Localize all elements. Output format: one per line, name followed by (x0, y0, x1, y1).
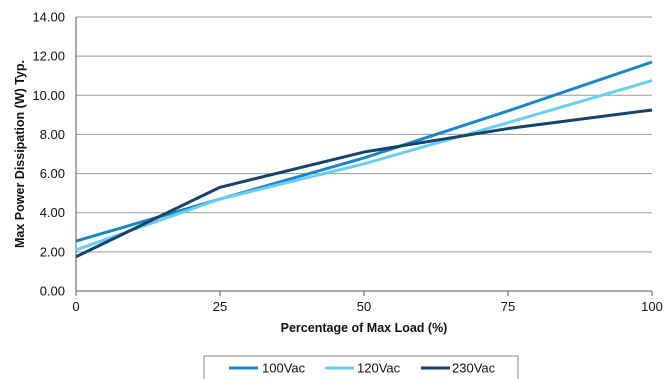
y-tick-label: 0.00 (40, 284, 65, 299)
series-lines (75, 60, 653, 259)
series-line-100vac (75, 60, 653, 243)
y-tick-label: 4.00 (40, 205, 65, 220)
y-tick-label: 6.00 (40, 166, 65, 181)
y-tick-label: 2.00 (40, 244, 65, 259)
y-axis-label: Max Power Dissipation (W) Typ. (13, 60, 27, 248)
x-tick-label: 75 (501, 299, 515, 314)
y-tick-label: 14.00 (32, 10, 65, 25)
legend-box (203, 355, 519, 379)
axes (75, 17, 653, 296)
x-tick-labels: 0 25 50 75 100 (72, 299, 662, 314)
y-tick-label: 10.00 (32, 88, 65, 103)
legend-label-230vac: 230Vac (452, 361, 496, 376)
series-line-120vac (75, 79, 653, 252)
y-tick-labels: 0.00 2.00 4.00 6.00 8.00 10.00 12.00 14.00 (32, 10, 65, 299)
y-tick-label: 8.00 (40, 127, 65, 142)
legend-label-100vac: 100Vac (262, 361, 306, 376)
x-tick-label: 0 (72, 299, 79, 314)
x-axis-label: Percentage of Max Load (%) (281, 321, 448, 335)
legend: 100Vac 120Vac 230Vac (203, 355, 519, 379)
legend-label-120vac: 120Vac (357, 361, 401, 376)
series-line-230vac (75, 108, 653, 259)
x-tick-label: 50 (357, 299, 371, 314)
x-tick-label: 100 (641, 299, 663, 314)
y-tick-label: 12.00 (32, 49, 65, 64)
x-tick-label: 25 (213, 299, 227, 314)
